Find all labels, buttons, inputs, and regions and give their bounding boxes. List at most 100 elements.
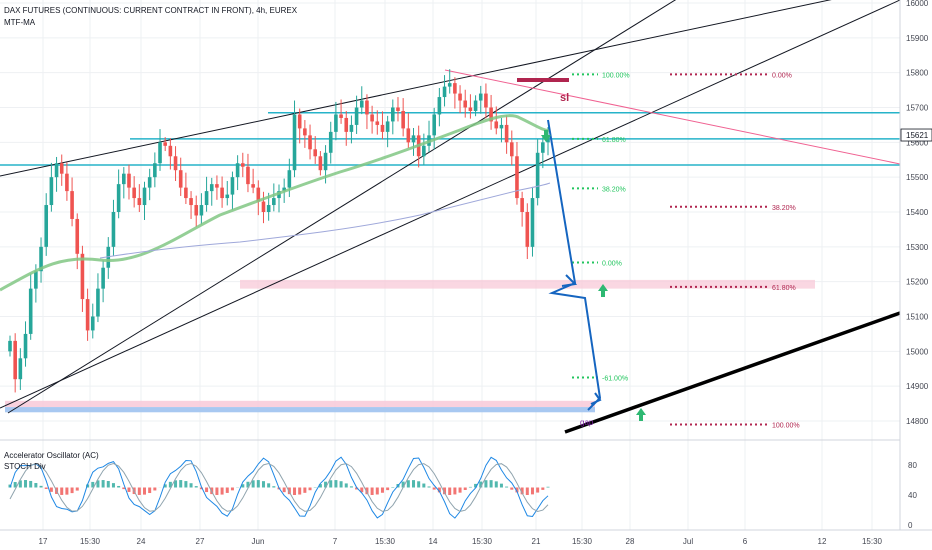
candle-body [122, 173, 126, 185]
candle-body [85, 299, 90, 331]
candle-body [318, 156, 323, 171]
fib-green-label: 38.20% [602, 186, 626, 193]
candle-body [354, 107, 359, 125]
gap-zone-pink [5, 400, 595, 408]
oscillator-bar [184, 481, 188, 488]
oscillator-bar [34, 483, 38, 488]
price-tick-label: 15900 [906, 34, 929, 43]
oscillator-bar [334, 480, 338, 488]
candle-body [442, 86, 447, 98]
candle-body [344, 117, 349, 132]
candle-body [334, 114, 338, 132]
oscillator-bar [479, 481, 483, 488]
candle-body [70, 191, 74, 219]
oscillator-bar [29, 480, 33, 488]
candle-body [515, 156, 519, 199]
fib-red-label: 0.00% [772, 72, 792, 79]
candle-body [184, 187, 188, 199]
price-tick-label: 14900 [906, 382, 929, 391]
candle-body [380, 124, 385, 132]
fib-levels: 100.00% 61.80% 38.20% 0.00% -61.00% 0.00% 38.2… [572, 72, 800, 429]
candle-body [520, 198, 524, 212]
candle-body [411, 135, 416, 143]
projection-arrowhead [590, 392, 602, 405]
candle-body [282, 187, 286, 192]
candle-body [499, 124, 504, 129]
fib-red-label: 61.80% [772, 285, 796, 292]
candle-body [437, 97, 442, 115]
oscillator-bar [541, 487, 545, 490]
candle-body [65, 173, 69, 192]
oscillator-tick-label: 80 [908, 461, 917, 470]
candle-body [230, 177, 235, 195]
candle-body [127, 173, 131, 188]
candle-body [478, 93, 483, 101]
candle-body [504, 124, 509, 143]
candle-body [385, 121, 390, 132]
candle-body [194, 205, 199, 216]
candle-body [541, 142, 545, 153]
target-zone [240, 279, 815, 289]
oscillator-bar [215, 487, 219, 495]
time-tick-label: Jun [252, 537, 265, 546]
oscillator-bar [453, 487, 457, 495]
oscillator-bar [474, 483, 478, 488]
oscillator-tick-label: 40 [908, 491, 917, 500]
oscillator-label: Accelerator Oscillator (AC) [4, 451, 99, 460]
oscillator-bar [199, 487, 203, 490]
stop-loss-label: sl [560, 92, 569, 104]
oscillator-bar [499, 483, 503, 488]
oscillator-bar [324, 481, 328, 488]
candle-body [468, 107, 473, 111]
candle-body [266, 205, 271, 212]
oscillator-bar [365, 487, 369, 495]
up-arrow-icon [598, 284, 608, 297]
candle-body [142, 187, 147, 206]
candle-body [246, 166, 250, 185]
time-tick-label: 12 [818, 537, 827, 546]
candle-body [204, 191, 209, 206]
oscillator-bar [375, 487, 379, 495]
support-trendline [564, 311, 900, 434]
candle-body [158, 142, 162, 164]
time-tick-label: 15:30 [572, 537, 593, 546]
time-tick-label: 14 [429, 537, 438, 546]
oscillator-bar [24, 480, 28, 488]
oscillator-bar [380, 487, 384, 493]
candles [8, 69, 550, 393]
candle-body [256, 187, 261, 202]
oscillator-bar [494, 481, 498, 488]
candle-body [287, 170, 292, 188]
price-tick-label: 15400 [906, 208, 929, 217]
candle-body [116, 184, 121, 212]
candle-body [13, 340, 17, 380]
time-tick-label: 21 [532, 537, 541, 546]
fib-green-label: 0.00% [602, 261, 622, 268]
stop-loss-marker [517, 78, 569, 82]
oscillator-bar [122, 487, 126, 490]
oscillator-bar [287, 487, 291, 495]
indicator-label: MTF-MA [4, 18, 36, 27]
oscillator-bar [505, 486, 509, 488]
oscillator-bar [422, 483, 426, 488]
oscillator-bar [18, 480, 22, 488]
oscillator-bar [174, 480, 178, 488]
candle-body [23, 333, 28, 359]
candle-body [225, 194, 230, 199]
oscillator-bar [432, 487, 436, 490]
candle-body [458, 93, 462, 101]
oscillator-bar [205, 487, 209, 493]
current-price-box [900, 128, 932, 142]
oscillator-bar [349, 486, 353, 488]
candle-body [484, 93, 488, 108]
oscillator-bar [230, 487, 234, 491]
candle-body [406, 128, 411, 143]
oscillator-bar [13, 482, 17, 488]
candle-body [323, 152, 328, 171]
candle-body [308, 135, 312, 150]
oscillator-bar [386, 487, 390, 491]
oscillator-bar [70, 487, 74, 494]
candle-body [370, 114, 374, 122]
candle-body [80, 253, 85, 300]
